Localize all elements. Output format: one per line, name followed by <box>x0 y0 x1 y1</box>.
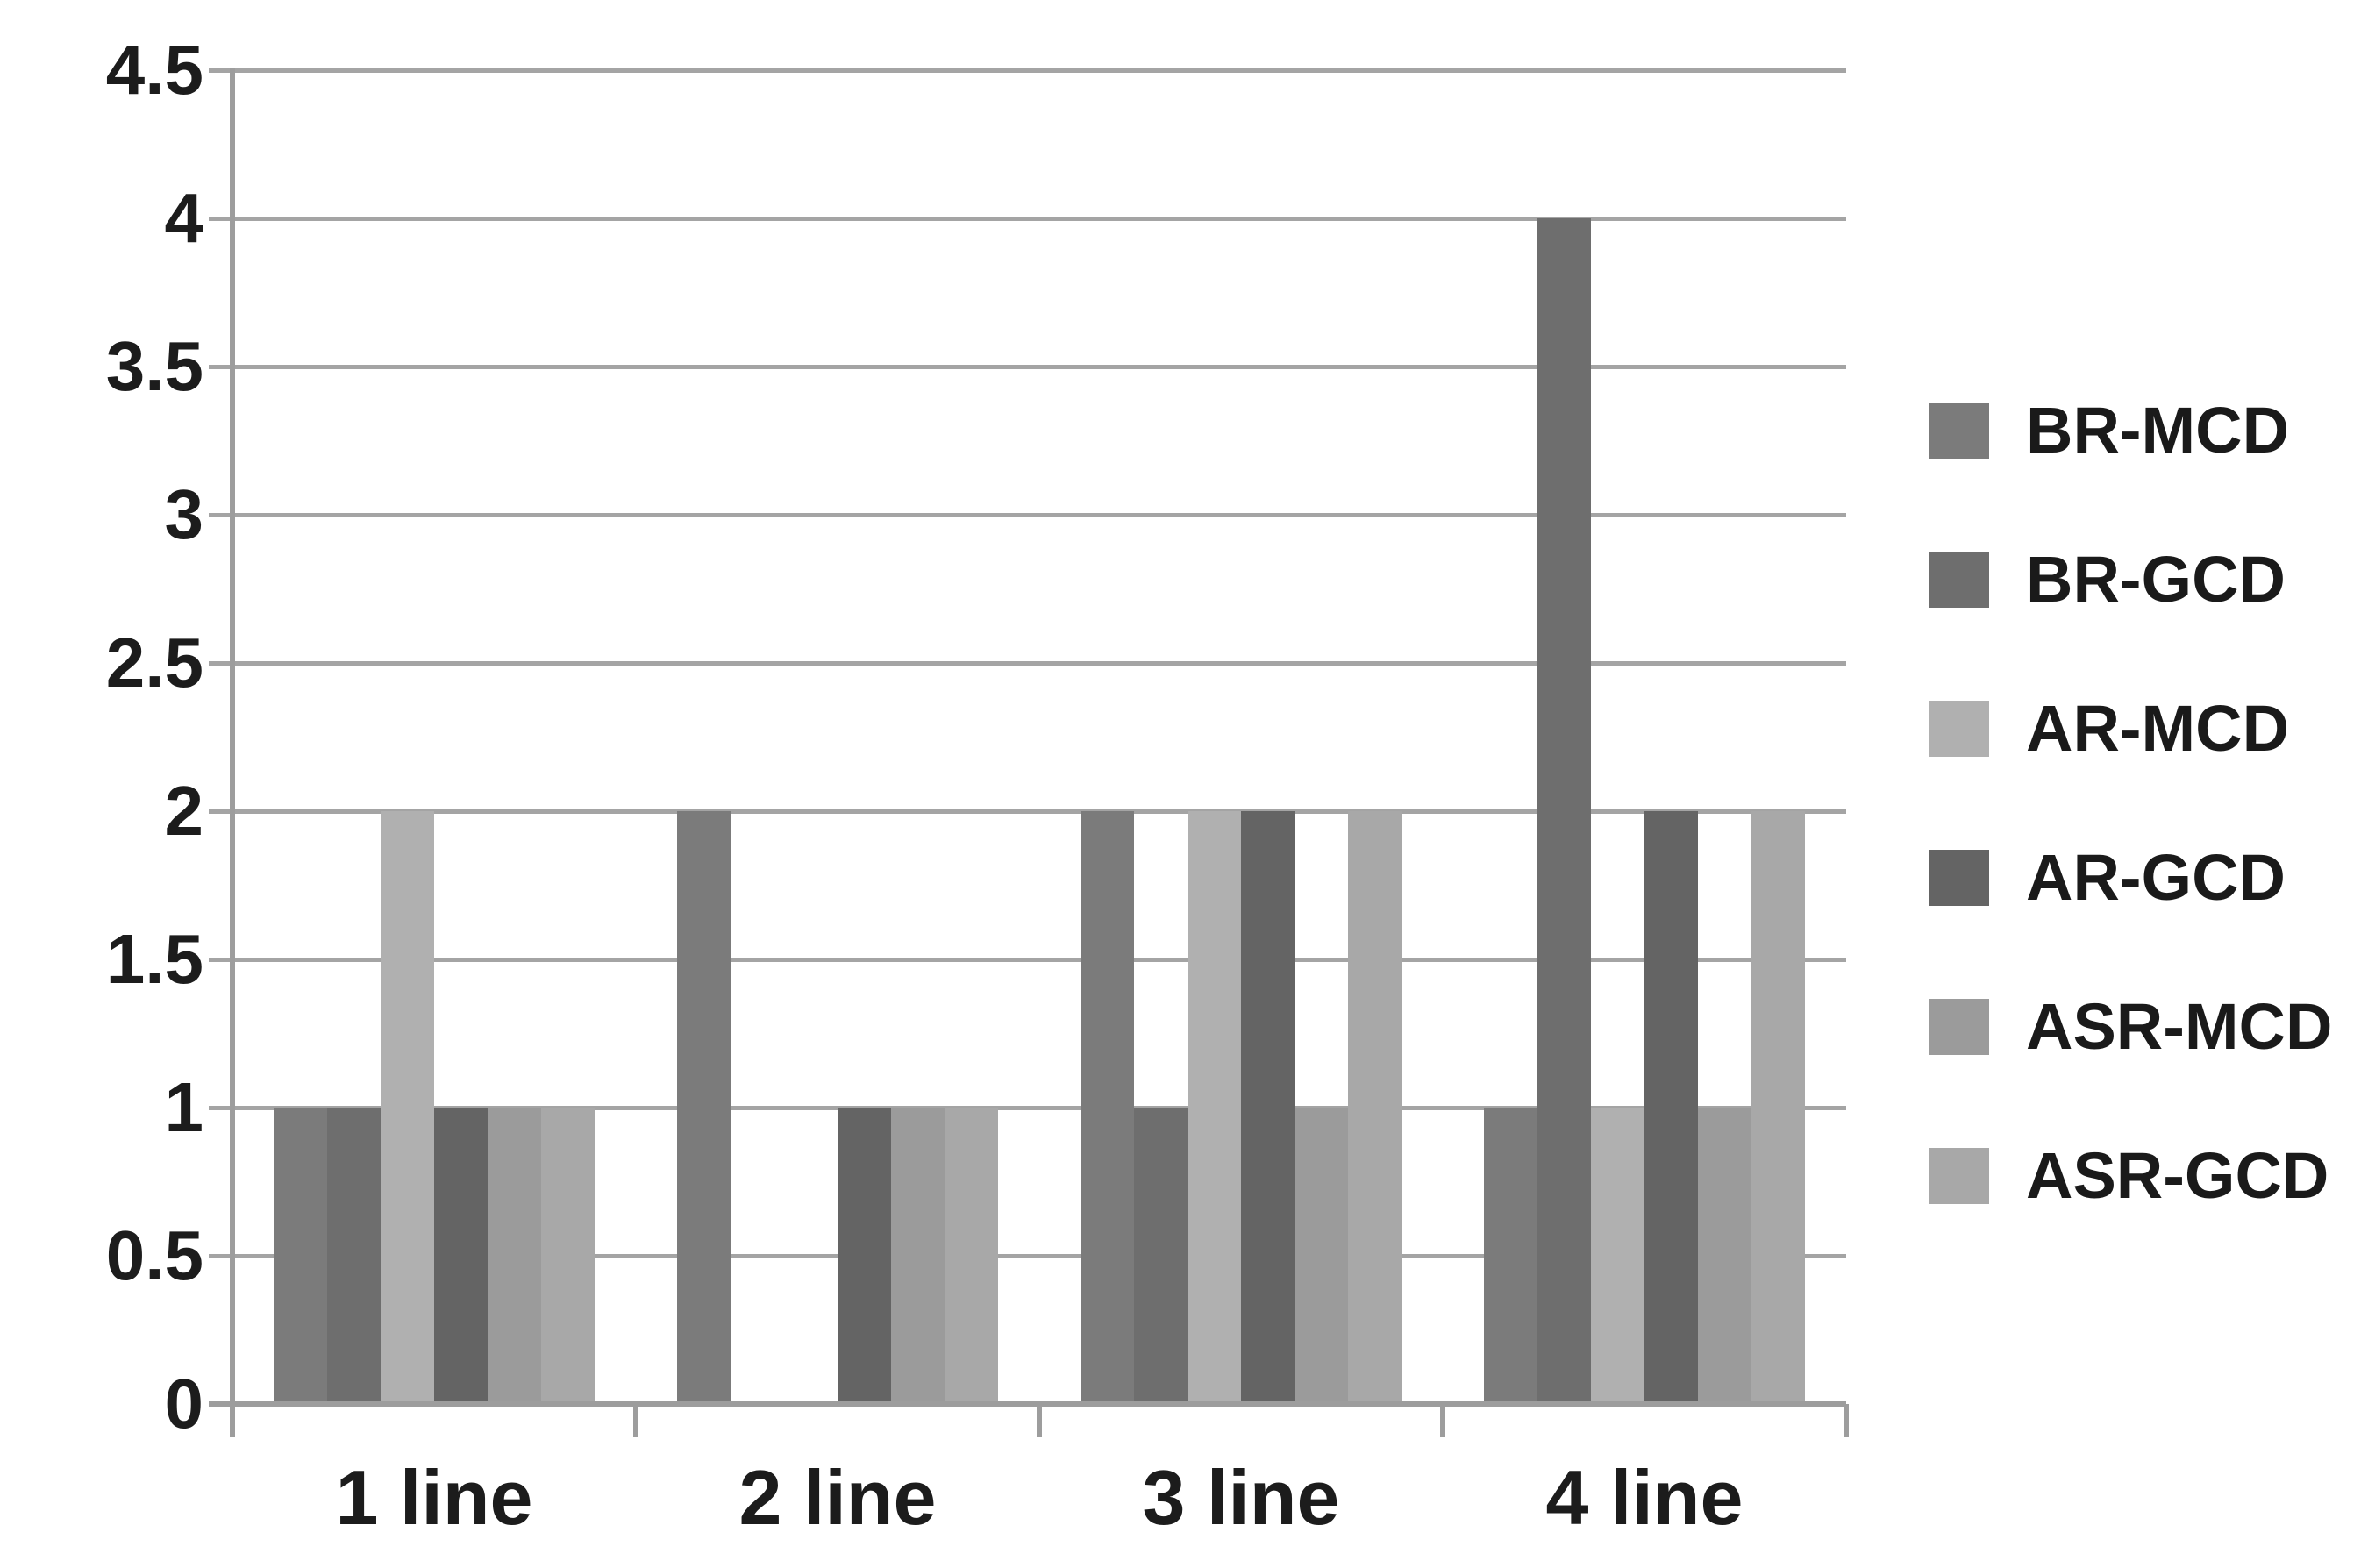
bar-AR-GCD-2line <box>838 1108 891 1404</box>
x-axis-tick <box>1844 1404 1849 1437</box>
ytick-label-0: 0 <box>164 1365 204 1443</box>
gridline-4.5 <box>209 68 1846 73</box>
bar-BR-GCD-1line <box>327 1108 381 1404</box>
ytick-label-1: 1 <box>164 1068 204 1146</box>
bar-ASR-GCD-4line <box>1751 811 1805 1404</box>
bar-BR-MCD-2line <box>677 811 731 1404</box>
x-axis-line <box>209 1401 1846 1407</box>
ytick-label-2: 2 <box>164 772 204 850</box>
ytick-label-4.5: 4.5 <box>105 31 203 109</box>
legend-label-ASR-MCD: ASR-MCD <box>2026 990 2333 1063</box>
gridline-1.5 <box>209 957 1846 962</box>
bar-ASR-MCD-4line <box>1698 1108 1751 1404</box>
gridline-0.5 <box>209 1253 1846 1258</box>
xtick-label-3line: 3 line <box>1142 1454 1340 1541</box>
bar-AR-GCD-3line <box>1241 811 1295 1404</box>
bar-AR-MCD-3line <box>1188 811 1241 1404</box>
bar-BR-GCD-4line <box>1537 218 1591 1404</box>
x-axis-tick <box>1440 1404 1445 1437</box>
legend-swatch-BR-GCD <box>1929 552 1989 608</box>
legend-label-BR-MCD: BR-MCD <box>2026 394 2290 467</box>
bar-AR-GCD-1line <box>434 1108 488 1404</box>
bar-ASR-GCD-1line <box>541 1108 595 1404</box>
ytick-label-3: 3 <box>164 475 204 553</box>
y-axis-line <box>230 68 235 1437</box>
bar-AR-MCD-4line <box>1591 1108 1644 1404</box>
bar-ASR-GCD-2line <box>945 1108 998 1404</box>
bar-ASR-MCD-3line <box>1295 1108 1348 1404</box>
gridline-1.0 <box>209 1105 1846 1110</box>
xtick-label-4line: 4 line <box>1545 1454 1744 1541</box>
ytick-label-2.5: 2.5 <box>105 624 203 702</box>
gridline-2.5 <box>209 660 1846 666</box>
bar-AR-GCD-4line <box>1644 811 1698 1404</box>
gridline-3.0 <box>209 512 1846 517</box>
xtick-label-2line: 2 line <box>738 1454 937 1541</box>
ytick-label-4: 4 <box>164 179 204 257</box>
legend-swatch-BR-MCD <box>1929 403 1989 459</box>
bar-BR-GCD-3line <box>1134 1108 1188 1404</box>
x-axis-tick <box>1037 1404 1042 1437</box>
legend-swatch-ASR-GCD <box>1929 1148 1989 1204</box>
bar-BR-MCD-1line <box>274 1108 327 1404</box>
bar-BR-MCD-3line <box>1081 811 1134 1404</box>
x-axis-tick <box>230 1404 235 1437</box>
bar-BR-MCD-4line <box>1484 1108 1537 1404</box>
gridline-2.0 <box>209 809 1846 814</box>
legend-label-ASR-GCD: ASR-GCD <box>2026 1139 2329 1212</box>
x-axis-tick <box>633 1404 638 1437</box>
legend-label-BR-GCD: BR-GCD <box>2026 543 2286 616</box>
ytick-label-1.5: 1.5 <box>105 920 203 998</box>
bar-ASR-GCD-3line <box>1348 811 1402 1404</box>
legend-swatch-ASR-MCD <box>1929 999 1989 1055</box>
bar-ASR-MCD-2line <box>891 1108 945 1404</box>
ytick-label-3.5: 3.5 <box>105 327 203 405</box>
gridline-3.5 <box>209 364 1846 369</box>
gridline-4.0 <box>209 216 1846 221</box>
xtick-label-1line: 1 line <box>335 1454 533 1541</box>
legend-label-AR-MCD: AR-MCD <box>2026 692 2290 765</box>
bar-ASR-MCD-1line <box>488 1108 541 1404</box>
legend-swatch-AR-GCD <box>1929 850 1989 906</box>
legend-swatch-AR-MCD <box>1929 701 1989 757</box>
legend-label-AR-GCD: AR-GCD <box>2026 841 2286 914</box>
ytick-label-0.5: 0.5 <box>105 1216 203 1294</box>
bar-AR-MCD-1line <box>381 811 434 1404</box>
